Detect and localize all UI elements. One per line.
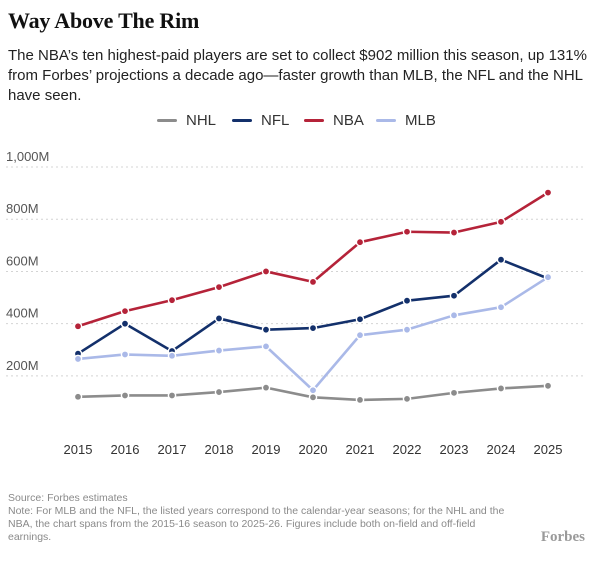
data-point-nhl [120,391,130,400]
legend-label-nba: NBA [333,111,364,129]
x-tick-label: 2022 [393,442,422,457]
legend-item-mlb: MLB [376,110,436,130]
data-point-mlb [496,302,506,312]
data-point-mlb [261,342,271,351]
data-point-nba [355,237,365,247]
data-point-nfl [496,255,506,264]
legend-swatch-mlb [376,118,396,122]
legend: NHL NFL NBA MLB [0,110,595,130]
x-tick-label: 2024 [487,442,516,457]
legend-item-nhl: NHL [157,110,216,130]
series-line-mlb [76,275,550,392]
data-point-nfl [355,314,365,324]
data-point-mlb [73,354,83,364]
data-point-nba [214,282,224,292]
data-point-nba [261,267,271,276]
data-point-mlb [402,325,412,334]
x-tick-label: 2016 [111,442,140,457]
data-point-nfl [402,296,412,305]
data-point-mlb [167,351,177,361]
data-point-nfl [214,314,224,323]
chart-subtitle: The NBA’s ten highest-paid players are s… [8,47,587,104]
forbes-logo: Forbes [540,529,585,545]
x-tick-label: 2020 [299,442,328,457]
x-tick-label: 2021 [346,442,375,457]
data-point-nba [120,306,130,316]
x-tick-label: 2025 [534,442,563,457]
data-point-mlb [355,330,365,340]
data-point-nhl [261,383,271,392]
line-chart: 200M 400M 600M 800M 1,000M 2015 2016 2017 2018 20… [6,149,586,457]
y-tick-label: 200M [6,358,39,373]
legend-label-nfl: NFL [261,111,290,129]
legend-label-mlb: MLB [405,111,436,129]
footnote: Source: Forbes estimates Note: For MLB a… [8,492,508,544]
data-point-mlb [120,350,130,359]
legend-swatch-nba [304,118,324,122]
data-point-nhl [449,388,459,398]
legend-swatch-nhl [157,118,177,122]
data-point-nba [402,227,412,237]
data-point-nba [496,217,506,227]
methodology-note: Note: For MLB and the NFL, the listed ye… [8,505,505,543]
y-tick-label: 800M [6,201,39,216]
legend-label-nhl: NHL [186,111,217,129]
data-point-nba [449,228,459,237]
x-tick-label: 2015 [64,442,93,457]
data-point-mlb [449,311,459,320]
chart-title: Way Above The Rim [8,8,200,33]
legend-swatch-nfl [232,118,252,122]
data-point-nba [73,321,83,331]
data-point-nba [167,295,177,305]
data-point-nhl [73,392,83,402]
data-point-nhl [167,391,177,400]
x-tick-label: 2018 [205,442,234,457]
data-point-nfl [308,323,318,333]
data-point-nfl [261,325,271,334]
x-tick-label: 2019 [252,442,281,457]
source-note: Source: Forbes estimates [8,492,128,504]
x-tick-label: 2017 [158,442,187,457]
y-tick-label: 400M [6,306,39,321]
data-point-nfl [449,291,459,301]
data-point-nfl [120,319,130,328]
legend-item-nba: NBA [304,110,364,130]
data-point-mlb [543,272,553,282]
data-point-nhl [308,392,318,402]
series-line-nba [76,191,550,328]
data-point-nhl [214,387,224,397]
legend-item-nfl: NFL [232,110,289,130]
data-point-nhl [496,384,506,393]
x-tick-label: 2023 [440,442,469,457]
data-point-nhl [355,395,365,405]
data-point-mlb [214,346,224,355]
data-point-nhl [402,394,412,404]
data-point-nba [308,277,318,287]
y-tick-label: 1,000M [6,149,49,164]
data-point-nhl [543,381,553,391]
y-tick-label: 600M [6,253,39,268]
data-point-nba [543,188,553,197]
data-point-mlb [308,385,318,395]
